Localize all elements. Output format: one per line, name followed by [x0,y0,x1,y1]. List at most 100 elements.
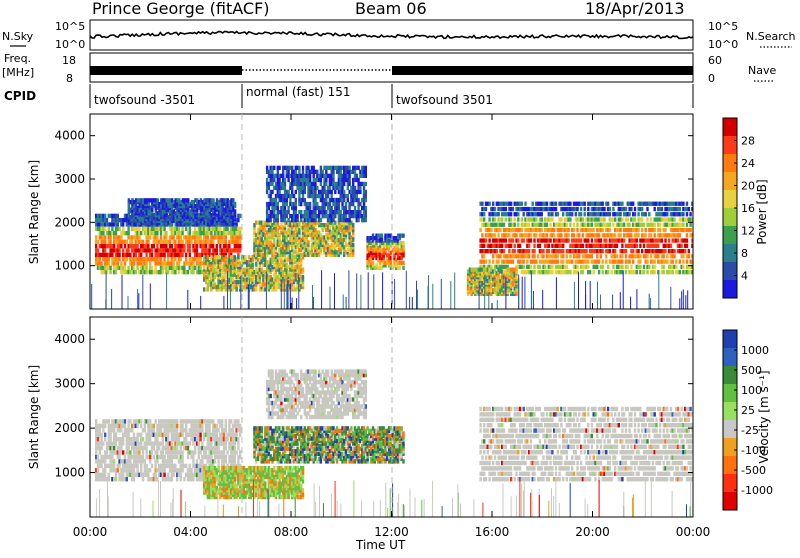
echo-cell [554,243,558,248]
echo-cell [260,223,263,228]
echo-cell [502,249,506,254]
echo-cell [280,218,283,223]
echo-cell [483,243,486,248]
echo-cell [282,252,285,257]
echo-cell [497,201,500,206]
echo-cell [380,238,384,243]
echo-cell [495,286,498,291]
echo-cell [156,226,159,231]
echo-cell [282,279,285,285]
echo-cell [303,214,306,219]
echo-cell [294,205,297,211]
noise-search-label: N.Search [746,30,796,43]
echo-cell [556,212,559,217]
echo-cell [630,238,633,243]
echo-cell [208,272,211,277]
echo-cell [387,260,391,265]
echo-cell [501,243,504,248]
echo-cell [249,260,253,265]
echo-cell [562,259,565,264]
echo-cell [314,232,317,238]
echo-cell [542,264,545,269]
echo-cell [276,257,279,262]
echo-cell [282,205,285,211]
echo-cell [287,193,290,199]
echo-cell [517,264,520,269]
echo-cell [96,265,100,270]
echo-cell [140,216,143,222]
echo-cell [113,231,116,236]
echo-cell [307,218,310,223]
echo-cell [380,248,384,253]
echo-cell [583,222,586,227]
echo-cell [283,284,287,290]
echo-cell [221,279,224,285]
echo-cell [619,222,622,227]
echo-cell [350,189,353,195]
echo-cell [212,198,215,203]
echo-cell [278,173,281,178]
echo-cell [497,222,500,227]
echo-cell [221,275,224,280]
echo-cell [529,259,533,264]
echo-cell [653,243,656,248]
echo-cell [581,254,585,259]
echo-cell [143,198,147,203]
echo-cell [565,238,568,243]
echo-cell [574,238,577,243]
echo-cell [134,198,138,203]
echo-cell [285,240,288,245]
echo-cell [192,261,195,266]
echo-cell [212,284,215,290]
echo-cell [203,244,206,249]
echo-cell [301,237,305,243]
echo-cell [174,244,177,249]
echo-cell [348,189,351,195]
echo-cell [549,206,552,212]
echo-cell [649,217,653,222]
echo-cell [140,231,143,236]
echo-cell [545,249,549,254]
echo-cell [560,264,563,269]
echo-cell [256,270,260,275]
echo-cell [224,262,227,267]
echo-cell [143,265,146,270]
echo-cell [319,169,323,174]
echo-cell [330,197,333,203]
echo-cell [107,222,110,227]
echo-cell [632,259,635,264]
echo-cell [249,265,253,270]
echo-cell [619,249,622,254]
echo-cell [366,265,369,270]
echo-cell [312,240,315,245]
echo-cell [249,270,253,275]
echo-cell [294,181,297,187]
echo-cell [590,243,594,248]
echo-cell [291,245,294,250]
echo-cell [221,287,224,292]
echo-cell [296,265,299,270]
echo-cell [267,218,271,223]
echo-cell [294,260,297,265]
echo-cell [599,227,603,233]
echo-cell [123,257,127,262]
echo-cell [129,244,132,249]
echo-cell [348,218,351,223]
echo-cell [158,248,161,253]
echo-cell [274,223,278,228]
echo-cell [657,201,660,206]
echo-cell [653,264,656,269]
echo-cell [181,248,184,253]
echo-cell [310,210,314,215]
echo-cell [230,252,233,257]
echo-cell [174,248,177,253]
echo-cell [264,277,267,282]
echo-cell [255,232,258,238]
echo-cell [386,238,389,243]
echo-cell [619,217,622,222]
echo-cell [544,238,547,243]
echo-cell [194,226,197,231]
echo-cell [551,217,554,222]
echo-cell [98,244,101,249]
echo-cell [224,231,227,236]
